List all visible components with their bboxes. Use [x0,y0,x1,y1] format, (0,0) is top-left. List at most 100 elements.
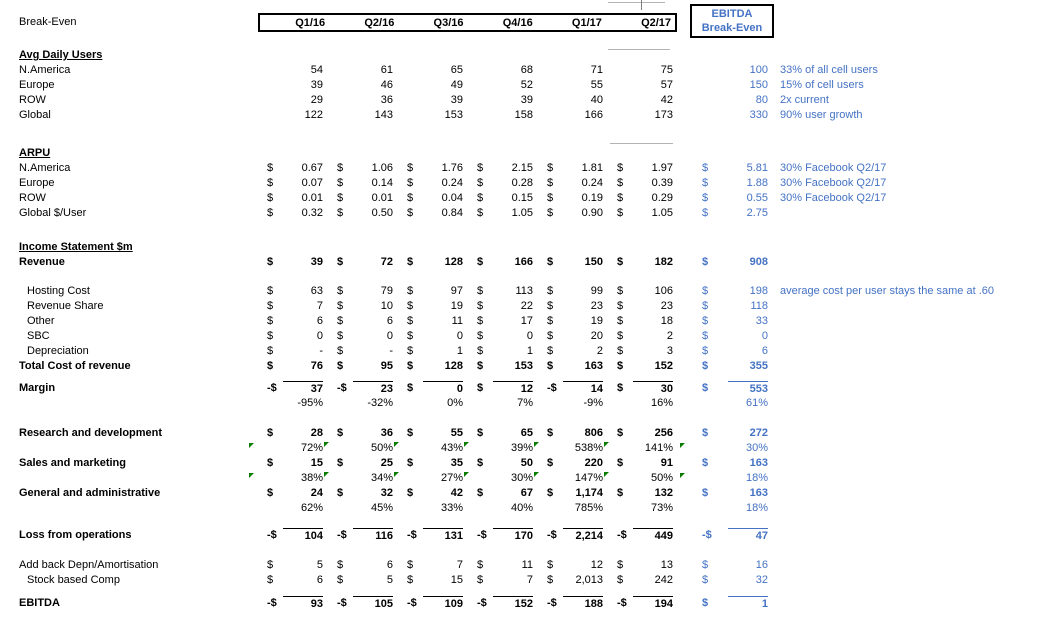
cell-q1-16[interactable]: -$ 104 [267,528,323,542]
cell-q2-17[interactable]: 75 [660,64,673,76]
cell-q1-16[interactable]: $6 [267,315,323,327]
row-label[interactable]: Avg Daily Users [19,49,103,61]
cell-q2-16[interactable]: 46 [380,79,393,91]
cell-q4-16[interactable]: $0 [477,330,533,342]
row-label[interactable]: Income Statement $m [19,241,133,253]
cell-q1-16[interactable]: $6 [267,574,323,586]
cell-q1-17[interactable]: -$ 188 [547,596,603,610]
cell-note[interactable]: 2x current [780,94,829,106]
cell-q4-16[interactable]: -$ 152 [477,596,533,610]
cell-ebitda-break-even[interactable]: $1.88 [702,177,768,189]
cell-q3-16[interactable]: 153 [444,109,463,121]
cell-q2-16[interactable]: $5 [337,574,393,586]
cell-q2-17[interactable]: $152 [617,360,673,372]
cell-q2-17[interactable]: $23 [617,300,673,312]
row-label[interactable]: EBITDA [19,597,60,609]
cell-q2-16[interactable]: $1.06 [337,162,393,174]
cell-ebitda-break-even[interactable]: $33 [702,315,768,327]
cell-q1-16[interactable]: $0.67 [267,162,323,174]
cell-q2-16[interactable]: 143 [374,109,393,121]
cell-q3-16[interactable]: $55 [407,427,463,439]
row-label[interactable]: ARPU [19,147,51,159]
cell-q2-16[interactable]: $32 [337,487,393,499]
row-label[interactable]: Research and development [19,427,163,439]
cell-q4-16[interactable]: $22 [477,300,533,312]
cell-q1-17[interactable]: $163 [547,360,603,372]
cell-q1-16[interactable]: 72% [258,441,329,456]
cell-ebitda-break-even[interactable]: $1 [702,596,768,610]
cell-q2-17[interactable]: 16% [650,397,673,409]
header-cell-q1-17[interactable]: Q1/17 [571,16,602,29]
cell-ebitda-break-even[interactable]: 80 [755,94,768,106]
cell-note[interactable]: 33% of all cell users [780,64,878,76]
header-cell-q2-16[interactable]: Q2/16 [364,16,395,29]
cell-q3-16[interactable]: $1 [407,345,463,357]
cell-q1-17[interactable]: 55 [590,79,603,91]
cell-ebitda-break-even[interactable]: $553 [702,381,768,395]
cell-note[interactable]: 90% user growth [780,109,863,121]
cell-ebitda-break-even[interactable]: -$ 47 [702,528,768,542]
cell-q1-16[interactable]: $0 [267,330,323,342]
cell-q2-16[interactable]: $0.14 [337,177,393,189]
row-label[interactable]: Margin [19,382,56,394]
cell-note[interactable]: average cost per user stays the same at … [780,285,995,297]
cell-note[interactable]: 30% Facebook Q2/17 [780,192,887,204]
cell-q3-16[interactable]: 49 [450,79,463,91]
cell-q2-17[interactable]: $13 [617,559,673,571]
cell-q4-16[interactable]: $2.15 [477,162,533,174]
cell-q4-16[interactable]: $50 [477,457,533,469]
cell-q4-16[interactable]: $0.15 [477,192,533,204]
cell-q3-16[interactable]: $0.84 [407,207,463,219]
cell-q2-17[interactable]: $132 [617,487,673,499]
cell-q1-16[interactable]: $39 [267,256,323,268]
cell-ebitda-break-even[interactable]: 30% [680,441,776,456]
cell-q2-16[interactable]: 50% [328,441,399,456]
cell-q4-16[interactable]: 68 [520,64,533,76]
cell-q2-17[interactable]: $0.29 [617,192,673,204]
cell-q2-16[interactable]: $95 [337,360,393,372]
cell-q3-16[interactable]: 33% [440,502,463,514]
cell-q1-17[interactable]: $0.19 [547,192,603,204]
cell-q1-16[interactable]: $7 [267,300,323,312]
cell-q1-16[interactable]: $63 [267,285,323,297]
cell-q1-17[interactable]: 785% [574,502,603,514]
cell-q1-17[interactable]: 40 [590,94,603,106]
header-cell-q4-16[interactable]: Q4/16 [502,16,533,29]
row-label[interactable]: Revenue Share [27,300,104,312]
cell-q2-16[interactable]: -$ 23 [337,381,393,395]
row-label[interactable]: Add back Depn/Amortisation [19,559,159,571]
cell-q1-16[interactable]: -95% [297,397,323,409]
cell-note[interactable]: 15% of cell users [780,79,864,91]
cell-q2-16[interactable]: $ - [337,345,393,357]
cell-q3-16[interactable]: $15 [407,574,463,586]
row-label[interactable]: SBC [27,330,50,342]
cell-q3-16[interactable]: $128 [407,256,463,268]
header-cell-q3-16[interactable]: Q3/16 [433,16,464,29]
cell-q4-16[interactable]: 158 [514,109,533,121]
cell-q4-16[interactable]: $17 [477,315,533,327]
row-label[interactable]: Loss from operations [19,529,132,541]
row-label[interactable]: Global $/User [19,207,87,219]
cell-q3-16[interactable]: $97 [407,285,463,297]
cell-ebitda-break-even[interactable]: $163 [702,457,768,469]
cell-q2-17[interactable]: $182 [617,256,673,268]
cell-q2-17[interactable]: 42 [660,94,673,106]
cell-q4-16[interactable]: $0.28 [477,177,533,189]
cell-q2-16[interactable]: 34% [328,471,399,486]
cell-q2-16[interactable]: -$ 116 [337,528,393,542]
cell-q2-17[interactable]: $0.39 [617,177,673,189]
cell-q4-16[interactable]: $67 [477,487,533,499]
cell-q4-16[interactable]: $166 [477,256,533,268]
cell-q2-17[interactable]: $1.97 [617,162,673,174]
cell-ebitda-break-even[interactable]: $6 [702,345,768,357]
cell-q1-17[interactable]: $150 [547,256,603,268]
row-label[interactable]: Other [27,315,55,327]
cell-q2-17[interactable]: $256 [617,427,673,439]
cell-ebitda-break-even[interactable]: $355 [702,360,768,372]
cell-q2-16[interactable]: $79 [337,285,393,297]
cell-q2-16[interactable]: $25 [337,457,393,469]
cell-q2-17[interactable]: $18 [617,315,673,327]
row-label[interactable] [0,471,258,486]
cell-q4-16[interactable]: 7% [517,397,533,409]
cell-q1-17[interactable]: $1.81 [547,162,603,174]
